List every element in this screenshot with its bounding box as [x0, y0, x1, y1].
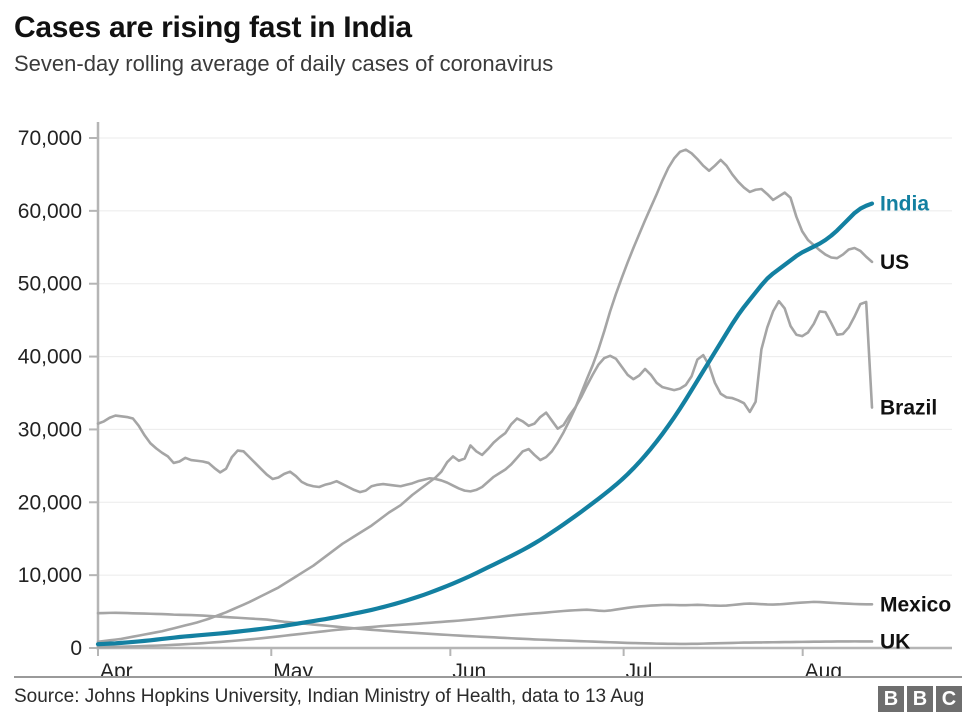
bbc-logo: B B C — [878, 686, 962, 712]
y-tick-label: 60,000 — [18, 200, 82, 223]
y-tick-label: 20,000 — [18, 491, 82, 514]
bbc-logo-letter-2: B — [907, 686, 933, 712]
source-text: Source: Johns Hopkins University, Indian… — [14, 686, 645, 707]
bbc-logo-letter-3: C — [936, 686, 962, 712]
y-tick-label: 70,000 — [18, 127, 82, 150]
x-tick-label: Jul — [626, 660, 653, 676]
series-line-brazil — [96, 299, 874, 644]
bbc-logo-letter-1: B — [878, 686, 904, 712]
x-tick-label: Apr — [100, 660, 133, 676]
series-line-mexico — [96, 600, 874, 649]
x-tick-label: Jun — [452, 660, 486, 676]
page-subtitle: Seven-day rolling average of daily cases… — [14, 51, 554, 76]
chart-footer: Source: Johns Hopkins University, Indian… — [0, 676, 976, 720]
series-label-india: India — [880, 193, 929, 216]
x-tick-label: Aug — [805, 660, 842, 676]
y-tick-label: 40,000 — [18, 346, 82, 369]
series-label-mexico: Mexico — [880, 593, 951, 616]
series-label-uk: UK — [880, 630, 910, 653]
y-tick-label: 10,000 — [18, 564, 82, 587]
y-tick-label: 30,000 — [18, 418, 82, 441]
line-chart: 0 10,000 20,000 30,000 40,000 50,000 60,000 70,… — [18, 122, 952, 676]
page-title: Cases are rising fast in India — [14, 11, 412, 44]
y-tick-label: 50,000 — [18, 273, 82, 296]
series-label-us: US — [880, 251, 909, 274]
x-tick-label: May — [273, 660, 313, 676]
y-tick-label: 0 — [70, 637, 82, 660]
chart-page: Cases are rising fast in India Seven-day… — [0, 10, 976, 720]
series-label-brazil: Brazil — [880, 397, 937, 420]
series-line-us — [96, 148, 874, 494]
footer-divider — [14, 676, 962, 678]
series-line-uk — [96, 611, 874, 646]
series-line-india — [95, 201, 875, 647]
chart-container: 0 10,000 20,000 30,000 40,000 50,000 60,000 70,… — [0, 114, 976, 676]
